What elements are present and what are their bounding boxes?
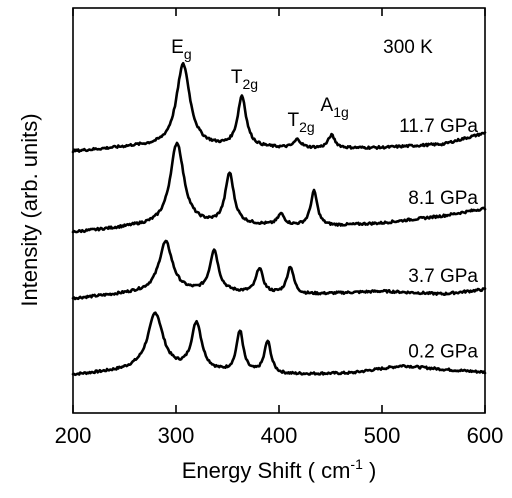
x-tick-label: 400	[261, 423, 298, 448]
peak-label-base: T	[288, 110, 300, 131]
peak-label-subscript: 2g	[299, 119, 315, 135]
peak-label-subscript: g	[184, 46, 192, 62]
series-label: 3.7 GPa	[408, 266, 478, 287]
x-tick-label: 200	[55, 423, 92, 448]
x-axis-title: Energy Shift ( cm-1 )	[182, 456, 377, 483]
spectrum-8-1-gpa	[71, 141, 487, 234]
peak-label-base: T	[231, 67, 243, 88]
peak-label-base: A	[321, 95, 334, 116]
x-axis-ticks: 200 300 400 500 600	[55, 8, 504, 448]
peak-label: T2g	[231, 67, 258, 92]
spectrum-0-2-gpa	[71, 311, 487, 377]
peak-label-subscript: 1g	[333, 104, 349, 120]
x-tick-label: 600	[467, 423, 504, 448]
series-label: 0.2 GPa	[408, 341, 478, 362]
peak-label: Eg	[171, 37, 191, 62]
peak-label: A1g	[321, 95, 349, 120]
spectrum-11-7-gpa	[71, 61, 487, 154]
temperature-label: 300 K	[383, 37, 433, 58]
series-label: 8.1 GPa	[408, 188, 478, 209]
x-axis-title-main: Energy Shift ( cm	[182, 458, 351, 483]
x-axis-title-end: )	[363, 458, 376, 483]
peak-label-subscript: 2g	[242, 76, 258, 92]
x-axis-title-superscript: -1	[350, 456, 363, 472]
y-axis-title: Intensity (arb. units)	[17, 113, 42, 306]
x-tick-label: 500	[364, 423, 401, 448]
peak-label-base: E	[171, 37, 184, 58]
spectra-traces	[71, 61, 487, 377]
series-labels: 0.2 GPa 3.7 GPa 8.1 GPa 11.7 GPa	[399, 116, 478, 362]
x-tick-label: 300	[158, 423, 195, 448]
peak-label: T2g	[288, 110, 315, 135]
series-label: 11.7 GPa	[399, 116, 478, 137]
spectrum-3-7-gpa	[71, 239, 487, 301]
